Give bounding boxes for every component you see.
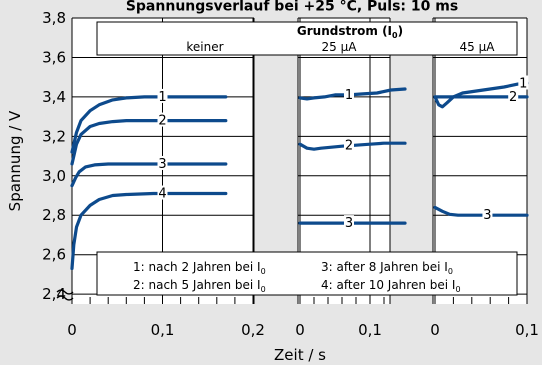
grundstrom-header: Grundstrom (I0) keiner 25 µA 45 µA [96,21,518,56]
series-label-3: 3 [158,157,166,172]
chart-title: Spannungsverlauf bei +25 °C, Puls: 10 ms [126,0,458,15]
x-tick-label: 0 [430,321,440,339]
series-line-1 [433,81,529,109]
y-tick-label: 3,6 [42,48,66,66]
series-label-bg [157,185,168,200]
series-label-bg [157,112,168,127]
chart-title-group: Spannungsverlauf bei +25 °C, Puls: 10 ms [126,0,458,15]
series-label-bg [344,86,354,101]
x-axis-title: Zeit / s [274,346,326,364]
series-label-bg [508,88,519,103]
y-tick-label: 2,8 [42,206,66,224]
y-tick-label: 3,2 [42,127,66,145]
legend-entry-3: 2: nach 5 Jahren bei I0 [133,278,266,294]
series-label-bg [157,88,168,103]
series-label-1: 1 [345,88,353,103]
series-label-3: 3 [483,208,491,223]
series-label-2: 2 [345,139,353,154]
x-tick-label: 0,1 [358,321,382,339]
series-label-4: 4 [158,187,166,202]
series-label-bg [482,207,493,222]
axes: 3,8 3,6 3,4 3,2 3,0 2,8 2,6 2,4 Spannung / V Zeit… [6,9,326,364]
legend-box [96,251,518,296]
legend-entry-2: 3: after 8 Jahren bei I0 [321,260,453,276]
panel-header-1: keiner [186,40,223,54]
y-axis-title: Spannung / V [6,110,24,211]
x-tick-label: 0 [67,321,77,339]
panel-header-2: 25 µA [322,40,358,54]
legend-entry-4: 4: after 10 Jahren bei I0 [321,278,461,294]
x-tick-label: 0,1 [515,321,539,339]
series-line-2 [298,141,407,151]
series-line-2 [70,119,228,166]
series-label-bg [157,155,168,170]
legend-entry-1: 1: nach 2 Jahren bei I0 [133,260,266,276]
y-tick-label: 3,4 [42,88,66,106]
x-tick-label: 0,2 [241,321,265,339]
panel-header-3: 45 µA [460,40,496,54]
series-label-2: 2 [509,90,517,105]
axis-break-icon [56,289,74,301]
y-tick-label: 3,8 [42,9,66,27]
series-label-1: 1 [158,90,166,105]
series-label-bg [518,75,529,90]
x-tick-label: 0,1 [151,321,175,339]
series-line-3 [70,162,228,188]
y-tick-label: 2,6 [42,246,66,264]
grundstrom-title: Grundstrom (I0) [297,24,403,40]
series-line-1 [298,87,407,101]
series-label-bg [344,215,354,230]
y-tick-label: 3,0 [42,167,66,185]
series-line-3 [433,205,529,217]
series-label-bg [344,137,354,152]
series-label-2: 2 [158,114,166,129]
legend: 1: nach 2 Jahren bei I0 3: after 8 Jahren… [96,251,518,296]
y-tick-label: 2,4 [42,285,66,303]
series-label-1: 1 [519,76,527,91]
x-tick-label: 0 [295,321,305,339]
grundstrom-box [96,21,518,56]
series-label-3: 3 [345,216,353,231]
